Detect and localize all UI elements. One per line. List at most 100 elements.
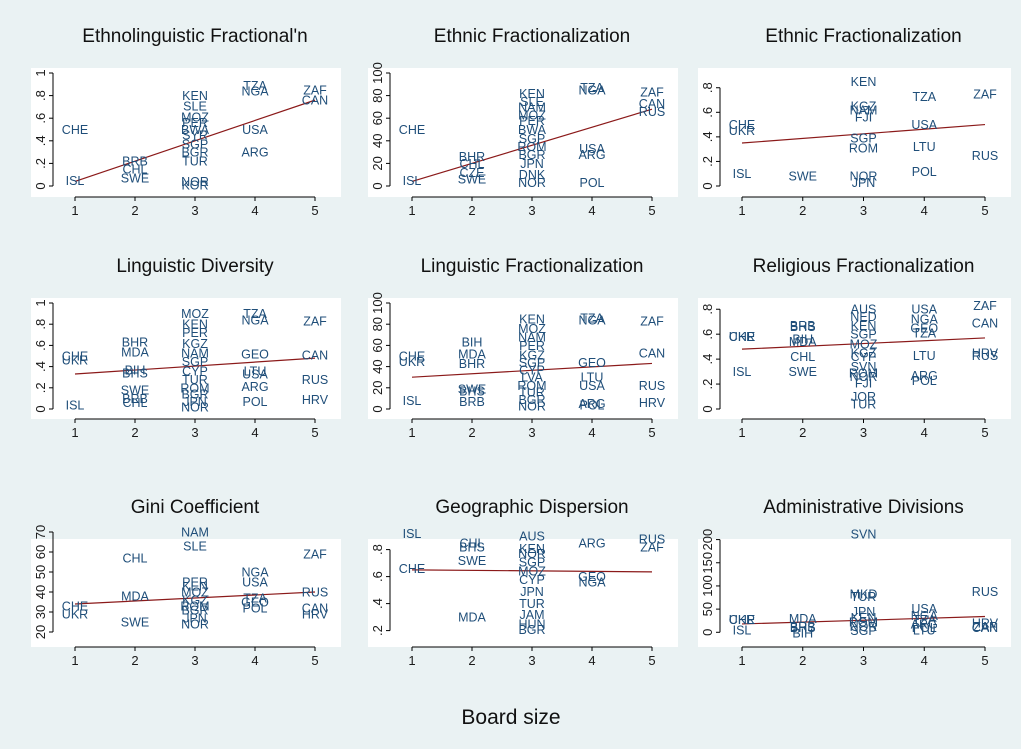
plot-area [698, 298, 1011, 419]
point-label: BHS [790, 621, 816, 635]
point-label: DNK [519, 168, 546, 182]
panel-2: Ethnic Fractionalization 0 20 40 60 80 100 1 2 3 4… [368, 26, 678, 218]
x-tick-label: 3 [860, 425, 867, 440]
point-label: CYP [519, 573, 545, 587]
point-label: HUN [518, 617, 545, 631]
point-label: BWA [181, 123, 210, 137]
point-label: BRB [122, 392, 148, 406]
point-label: RUS [302, 586, 328, 600]
point-label: SGP [850, 624, 876, 638]
point-label: JOR [851, 390, 876, 404]
point-label: POL [912, 621, 937, 635]
y-tick-label: .2 [700, 379, 715, 390]
point-label: HRV [302, 393, 329, 407]
point-label: ROM [517, 140, 546, 154]
point-label: TZA [912, 90, 936, 104]
x-tick-label: 5 [311, 425, 318, 440]
point-label: ZAF [640, 315, 664, 329]
point-label: RUS [639, 379, 665, 393]
point-label: SGP [519, 356, 545, 370]
x-tick-label: 1 [408, 203, 415, 218]
x-tick-label: 4 [251, 425, 258, 440]
x-tick-label: 4 [921, 653, 928, 668]
plot-area [368, 68, 678, 197]
y-tick-label: .8 [700, 304, 715, 315]
x-tick-label: 2 [799, 653, 806, 668]
point-label: CHL [122, 396, 147, 410]
x-tick-label: 4 [588, 203, 595, 218]
point-label: BGR [181, 604, 208, 618]
x-tick-label: 4 [588, 653, 595, 668]
x-tick-label: 4 [251, 653, 258, 668]
point-label: USA [242, 576, 268, 590]
point-label: TZA [912, 326, 936, 340]
x-tick-label: 4 [251, 203, 258, 218]
point-label: BHS [459, 384, 485, 398]
y-tick-label: 1 [33, 299, 48, 306]
point-label: ZAF [640, 540, 664, 554]
point-label: BRB [790, 620, 816, 634]
point-label: KGZ [851, 346, 877, 360]
point-label: CHE [399, 123, 425, 137]
point-label: BGR [518, 148, 545, 162]
point-label: KOR [181, 178, 208, 192]
point-label: BHS [459, 540, 485, 554]
plot-area [368, 298, 678, 419]
x-tick-label: 2 [468, 425, 475, 440]
point-label: KGZ [519, 348, 545, 362]
y-tick-label: 0 [700, 405, 715, 412]
x-tick-label: 1 [738, 653, 745, 668]
point-label: JPN [183, 395, 207, 409]
y-tick-label: 100 [370, 292, 385, 314]
point-label: CAN [302, 94, 328, 108]
point-label: POL [242, 602, 267, 616]
point-label: GEO [578, 570, 606, 584]
y-tick-label: .8 [700, 82, 715, 93]
point-label: CAN [302, 602, 328, 616]
point-label: USA [911, 602, 937, 616]
point-label: KEN [851, 611, 877, 625]
point-label: MDA [789, 335, 817, 349]
point-label: KEN [851, 319, 877, 333]
point-label: CAN [302, 348, 328, 362]
point-label: USA [911, 118, 937, 132]
y-tick-label: 70 [33, 525, 48, 539]
point-label: TZA [243, 592, 267, 606]
point-label: NAM [850, 103, 878, 117]
panels: Ethnolinguistic Fractional'n 0 .2 .4 .6 .8 1 1 2… [31, 26, 1011, 668]
point-label: CHE [729, 330, 755, 344]
point-label: JAM [520, 608, 545, 622]
point-label: GEO [241, 347, 269, 361]
point-label: BHR [459, 150, 485, 164]
x-tick-label: 2 [468, 653, 475, 668]
y-tick-label: 20 [33, 625, 48, 639]
y-tick-label: 60 [370, 111, 385, 125]
x-tick-label: 1 [408, 425, 415, 440]
panel-title: Administrative Divisions [763, 497, 964, 518]
panel-4: Linguistic Diversity 0 .2 .4 .6 .8 1 1 2 3 4 5 ISL CH… [31, 256, 341, 440]
point-label: RUS [639, 105, 665, 119]
panel-title: Gini Coefficient [131, 497, 260, 518]
point-label: SWE [458, 554, 486, 568]
x-tick-label: 2 [799, 425, 806, 440]
x-tick-label: 5 [311, 203, 318, 218]
point-label: SWE [458, 173, 486, 187]
fit-line [741, 615, 986, 625]
plot-area [698, 68, 1011, 197]
point-label: POL [912, 165, 937, 179]
point-label: USA [579, 142, 605, 156]
point-label: SWE [121, 383, 149, 397]
point-label: MOZ [518, 322, 546, 336]
y-tick-label: .4 [33, 135, 48, 146]
y-tick-label: 0 [370, 405, 385, 412]
panel-title: Linguistic Fractionalization [421, 256, 644, 277]
plot-area [31, 68, 341, 197]
point-label: ROM [849, 366, 878, 380]
point-label: CAN [639, 97, 665, 111]
point-label: NGA [241, 566, 269, 580]
y-tick-label: 40 [370, 359, 385, 373]
point-label: CHE [399, 350, 425, 364]
x-tick-label: 3 [528, 203, 535, 218]
point-label: CHL [122, 163, 147, 177]
